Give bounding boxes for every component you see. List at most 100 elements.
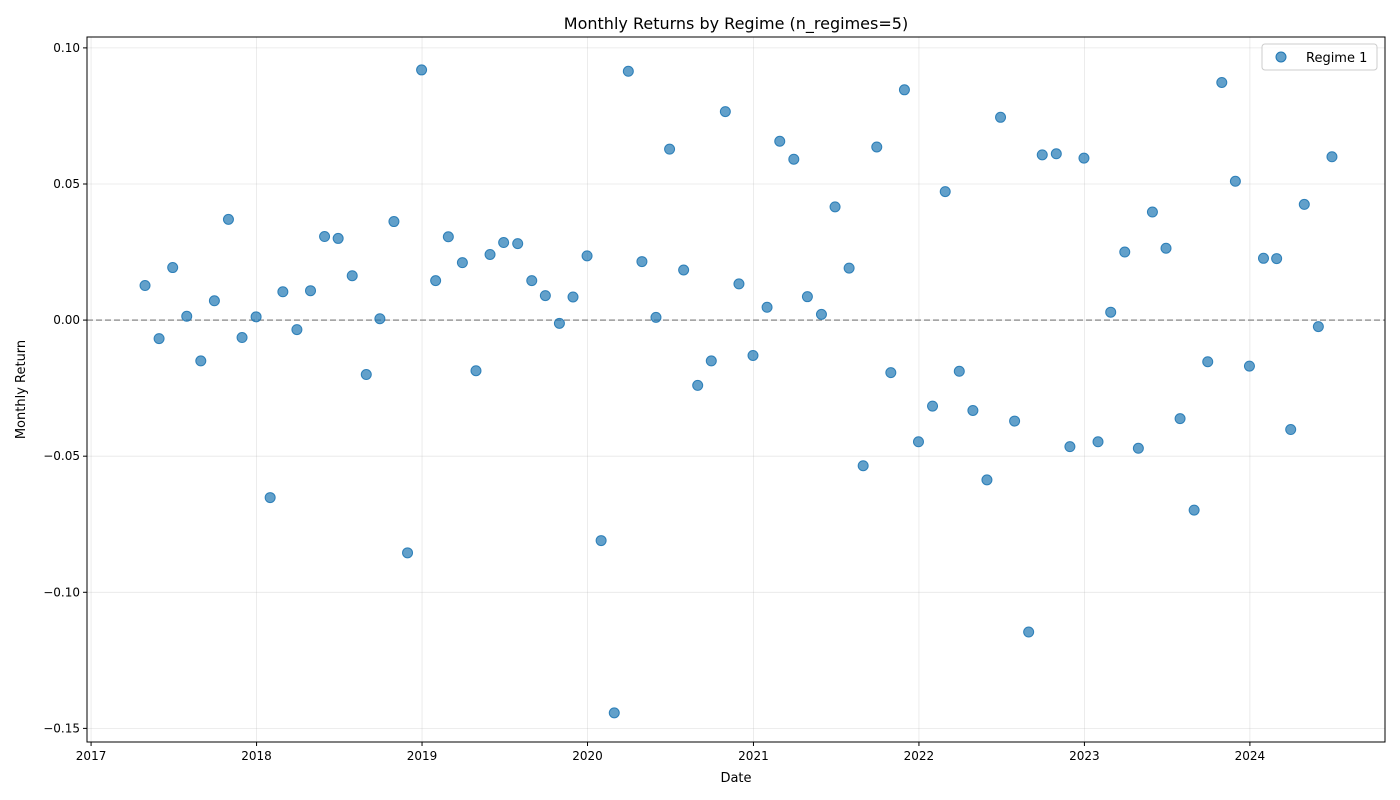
data-point — [939, 186, 951, 198]
data-point — [360, 369, 372, 381]
data-point — [898, 84, 910, 96]
data-point — [705, 355, 717, 367]
data-point — [774, 135, 786, 147]
data-point — [1271, 253, 1283, 265]
data-points — [139, 64, 1338, 719]
data-point — [1285, 424, 1297, 436]
legend: Regime 1 — [1261, 43, 1378, 71]
data-point — [1105, 306, 1117, 318]
data-point — [1257, 252, 1269, 264]
y-axis: 0.10 0.05 0.00 −0.05 −0.10 −0.15 — [43, 41, 87, 735]
y-tick-label: −0.10 — [43, 585, 80, 599]
x-tick-label: 2018 — [241, 749, 272, 763]
y-tick-label: 0.00 — [53, 313, 80, 327]
data-point — [1146, 206, 1158, 218]
data-point — [995, 111, 1007, 123]
data-point — [664, 143, 676, 155]
data-point — [208, 295, 220, 307]
data-point — [843, 262, 855, 274]
data-point — [1202, 356, 1214, 368]
data-point — [153, 333, 165, 345]
data-point — [953, 365, 965, 377]
data-point — [1064, 441, 1076, 453]
data-point — [608, 707, 620, 719]
data-point — [1298, 198, 1310, 210]
data-point — [139, 280, 151, 292]
data-point — [526, 275, 538, 287]
data-point — [291, 324, 303, 336]
data-point — [553, 317, 565, 329]
data-point — [250, 311, 262, 323]
data-point — [912, 436, 924, 448]
data-point — [567, 291, 579, 303]
x-tick-label: 2023 — [1069, 749, 1100, 763]
data-point — [1174, 413, 1186, 425]
data-point — [801, 291, 813, 303]
data-point — [512, 238, 524, 250]
data-point — [1036, 149, 1048, 161]
y-axis-label: Monthly Return — [14, 340, 29, 439]
data-point — [195, 355, 207, 367]
x-tick-label: 2017 — [76, 749, 107, 763]
data-point — [692, 379, 704, 391]
y-tick-label: 0.10 — [53, 41, 80, 55]
data-point — [1188, 504, 1200, 516]
data-point — [927, 400, 939, 412]
data-point — [733, 278, 745, 290]
data-point — [374, 313, 386, 325]
data-point — [650, 311, 662, 323]
legend-label: Regime 1 — [1306, 51, 1367, 66]
data-point — [222, 213, 234, 225]
data-point — [319, 231, 331, 243]
data-point — [430, 275, 442, 287]
x-tick-label: 2021 — [738, 749, 769, 763]
data-point — [388, 216, 400, 228]
data-point — [622, 65, 634, 77]
data-point — [1312, 321, 1324, 333]
data-point — [456, 257, 468, 269]
data-point — [967, 404, 979, 416]
chart-title: Monthly Returns by Regime (n_regimes=5) — [564, 14, 908, 34]
data-point — [1050, 148, 1062, 160]
data-point — [539, 290, 551, 302]
plot-area — [87, 37, 1385, 742]
data-point — [1009, 415, 1021, 427]
data-point — [719, 106, 731, 118]
x-tick-label: 2022 — [904, 749, 935, 763]
data-point — [346, 270, 358, 282]
data-point — [747, 349, 759, 361]
x-tick-label: 2024 — [1235, 749, 1266, 763]
data-point — [815, 308, 827, 320]
data-point — [788, 153, 800, 165]
data-point — [1119, 246, 1131, 258]
data-point — [498, 237, 510, 249]
data-point — [829, 201, 841, 213]
data-point — [332, 232, 344, 244]
data-point — [871, 141, 883, 153]
x-tick-label: 2019 — [407, 749, 438, 763]
data-point — [1243, 360, 1255, 372]
data-point — [484, 248, 496, 260]
data-point — [595, 535, 607, 547]
data-point — [236, 332, 248, 344]
data-point — [636, 256, 648, 268]
data-point — [305, 285, 317, 297]
x-axis: 2017 2018 2019 2020 2021 2022 2023 2024 — [76, 742, 1265, 763]
x-axis-label: Date — [720, 771, 751, 786]
data-point — [442, 231, 454, 243]
y-tick-label: 0.05 — [53, 177, 80, 191]
data-point — [416, 64, 428, 76]
data-point — [167, 262, 179, 274]
y-tick-label: −0.15 — [43, 721, 80, 735]
data-point — [277, 286, 289, 298]
data-point — [1132, 442, 1144, 454]
data-point — [1229, 175, 1241, 187]
data-point — [264, 492, 276, 504]
data-point — [761, 301, 773, 313]
data-point — [402, 547, 414, 559]
x-tick-label: 2020 — [572, 749, 603, 763]
data-point — [857, 460, 869, 472]
data-point — [678, 264, 690, 276]
data-point — [1023, 626, 1035, 638]
